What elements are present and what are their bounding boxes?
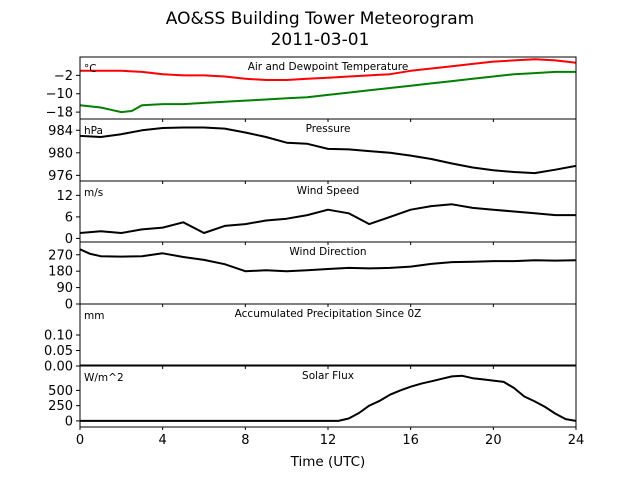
y-tick-label-solar-flux-2: 500: [48, 384, 73, 399]
series-line-air-and-dewpoint-temperature-0: [80, 58, 576, 81]
panel-title-solar-flux: Solar Flux: [302, 370, 354, 382]
series-line-pressure-0: [80, 126, 576, 175]
y-tick-label-air-and-dewpoint-temperature-1: −10: [46, 87, 73, 102]
unit-label-pressure: hPa: [84, 125, 103, 137]
series-line-wind-speed-0: [80, 203, 576, 234]
x-tick-label-3: 12: [320, 433, 337, 448]
unit-label-wind-speed: m/s: [84, 187, 103, 199]
chart-panels: −18 −10 −2 Air and Dewpoint Temperature °C 97…: [44, 56, 577, 430]
x-tick-label-6: 24: [568, 433, 585, 448]
panel-title-air-and-dewpoint-temperature: Air and Dewpoint Temperature: [248, 61, 409, 73]
y-tick-label-accumulated-precipitation-since-0z-2: 0.10: [44, 329, 73, 344]
y-tick-label-wind-direction-1: 90: [56, 281, 73, 296]
y-tick-label-solar-flux-1: 250: [48, 399, 73, 414]
series-line-air-and-dewpoint-temperature-1: [80, 70, 576, 114]
y-tick-label-pressure-2: 984: [48, 124, 73, 139]
unit-label-solar-flux: W/m^2: [84, 372, 124, 384]
y-tick-label-wind-speed-2: 12: [56, 189, 73, 204]
panel-title-pressure: Pressure: [306, 123, 351, 135]
y-tick-label-wind-direction-3: 270: [48, 248, 73, 263]
x-tick-label-0: 0: [76, 433, 84, 448]
panel-title-accumulated-precipitation-since-0z: Accumulated Precipitation Since 0Z: [235, 308, 422, 320]
panel-wind-speed: 0 6 12 Wind Speed m/s: [56, 180, 577, 247]
y-tick-label-wind-speed-1: 6: [65, 210, 73, 225]
panel-accumulated-precipitation-since-0z: 0.000.050.10 Accumulated Precipitation Si…: [44, 303, 577, 375]
x-axis-label: Time (UTC): [290, 454, 366, 470]
y-tick-label-pressure-0: 976: [48, 169, 73, 184]
y-tick-label-accumulated-precipitation-since-0z-0: 0.00: [44, 360, 73, 375]
x-tick-label-2: 8: [241, 433, 249, 448]
x-tick-label-4: 16: [402, 433, 419, 448]
y-tick-label-air-and-dewpoint-temperature-2: −2: [54, 69, 73, 84]
y-tick-label-accumulated-precipitation-since-0z-1: 0.05: [44, 344, 73, 359]
y-tick-label-wind-direction-2: 180: [48, 265, 73, 280]
series-line-solar-flux-0: [80, 374, 576, 422]
unit-label-air-and-dewpoint-temperature: °C: [84, 63, 97, 75]
y-tick-label-air-and-dewpoint-temperature-0: −18: [46, 106, 73, 121]
time-axis: 0 4 8 12 16 20 24: [76, 433, 584, 448]
panel-pressure: 976 980 984 Pressure hPa: [48, 118, 577, 184]
y-tick-label-wind-direction-0: 0: [65, 298, 73, 313]
panel-title-wind-direction: Wind Direction: [289, 246, 366, 258]
panel-title-wind-speed: Wind Speed: [297, 185, 360, 197]
unit-label-accumulated-precipitation-since-0z: mm: [84, 310, 104, 322]
y-tick-label-wind-speed-0: 0: [65, 232, 73, 247]
x-tick-label-1: 4: [159, 433, 167, 448]
figure-title-date: 2011-03-01: [271, 30, 370, 50]
y-tick-label-pressure-1: 980: [48, 146, 73, 161]
panel-air-and-dewpoint-temperature: −18 −10 −2 Air and Dewpoint Temperature °C: [46, 56, 577, 122]
y-tick-label-solar-flux-0: 0: [65, 414, 73, 429]
series-line-wind-direction-0: [80, 248, 576, 273]
figure-title-line1: AO&SS Building Tower Meteorogram: [166, 9, 474, 29]
x-tick-label-5: 20: [485, 433, 502, 448]
